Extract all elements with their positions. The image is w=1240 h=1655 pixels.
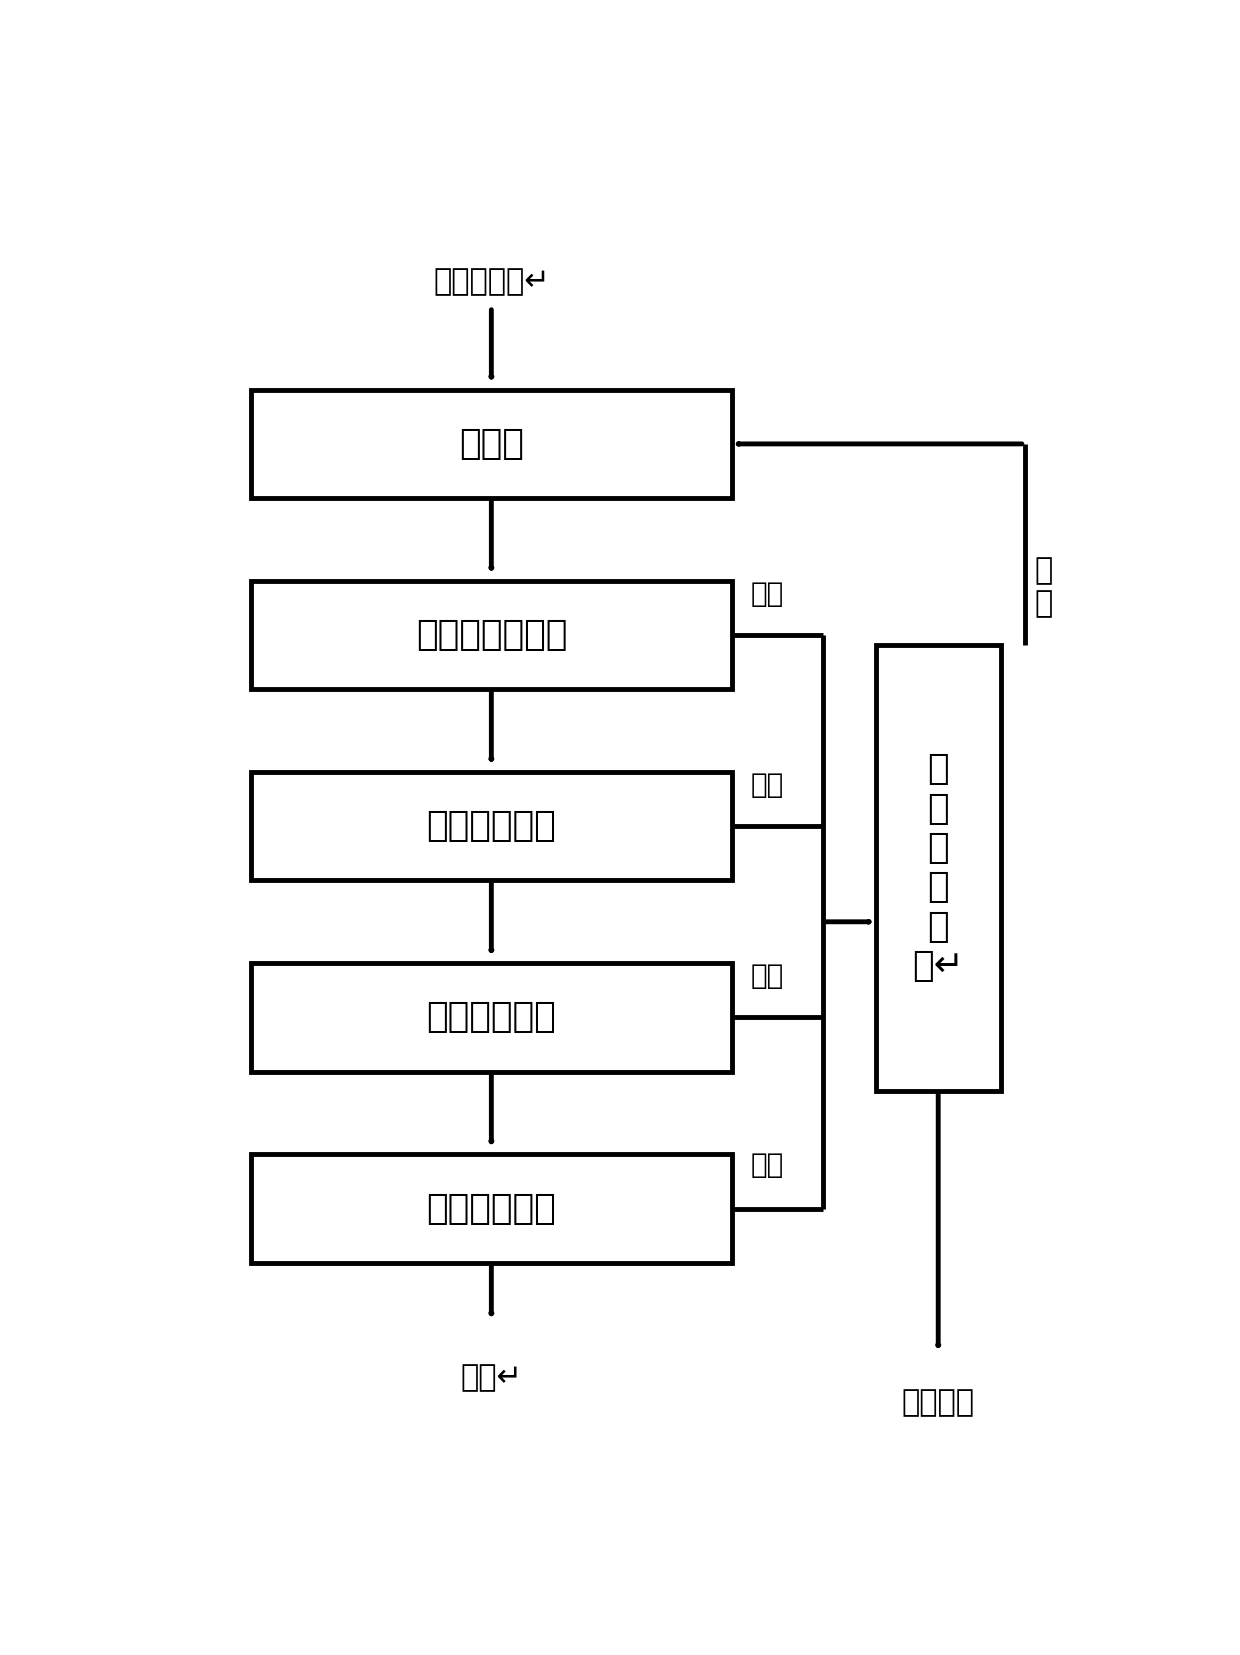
Text: 污泥外运: 污泥外运 <box>901 1389 975 1417</box>
Text: 污泥: 污泥 <box>751 962 784 990</box>
Text: 污泥: 污泥 <box>751 771 784 799</box>
Bar <box>250 581 732 688</box>
Text: 深度处理设备: 深度处理设备 <box>427 1192 557 1225</box>
Text: 圆盘固液分离器: 圆盘固液分离器 <box>415 617 567 652</box>
Text: 污泥: 污泥 <box>751 1150 784 1178</box>
Text: 调节池: 调节池 <box>459 427 523 460</box>
Bar <box>250 963 732 1071</box>
Text: 污泥: 污泥 <box>751 579 784 607</box>
Bar <box>250 391 732 498</box>
Text: 滤
液: 滤 液 <box>1035 556 1053 619</box>
Text: 好氧处理设备: 好氧处理设备 <box>427 1000 557 1034</box>
Text: 垃圾渗滤液↵: 垃圾渗滤液↵ <box>433 266 549 296</box>
Text: 污
泥
处
理
设
备↵: 污 泥 处 理 设 备↵ <box>913 751 965 983</box>
Bar <box>250 771 732 880</box>
Bar <box>875 645 1001 1091</box>
Text: 厌氧处理设备: 厌氧处理设备 <box>427 809 557 842</box>
Bar <box>250 1155 732 1263</box>
Text: 出水↵: 出水↵ <box>460 1362 522 1392</box>
